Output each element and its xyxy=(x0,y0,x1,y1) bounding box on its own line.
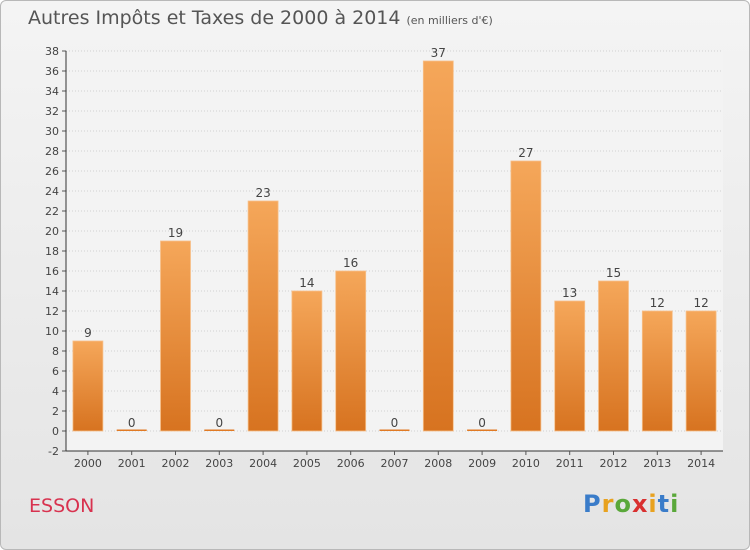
bar xyxy=(72,340,104,432)
y-tick-label: 30 xyxy=(45,125,59,138)
bar xyxy=(554,300,586,432)
chart-title: Autres Impôts et Taxes de 2000 à 2014 (en… xyxy=(28,7,493,29)
y-tick-label: 22 xyxy=(45,205,59,218)
bar xyxy=(291,290,323,432)
chart-unit: (en milliers d'€) xyxy=(406,14,493,27)
logo-letter: r xyxy=(601,490,615,518)
data-label: 23 xyxy=(255,186,270,200)
bar xyxy=(685,310,717,432)
x-tick-label: 2000 xyxy=(74,457,102,470)
y-tick-label: 20 xyxy=(45,225,59,238)
data-label: 0 xyxy=(478,416,486,430)
data-label: 19 xyxy=(168,226,183,240)
y-tick-label: 14 xyxy=(45,285,59,298)
x-tick-label: 2006 xyxy=(337,457,365,470)
proxiti-logo: Proxiti xyxy=(583,490,679,518)
logo-letter: i xyxy=(670,490,680,518)
bar xyxy=(510,160,542,432)
y-tick-label: -2 xyxy=(48,445,59,458)
data-label: 16 xyxy=(343,256,358,270)
x-tick-label: 2005 xyxy=(293,457,321,470)
y-tick-label: 26 xyxy=(45,165,59,178)
bar xyxy=(204,429,235,431)
y-tick-label: 34 xyxy=(45,85,59,98)
y-tick-label: 38 xyxy=(45,45,59,58)
bar xyxy=(422,60,454,432)
logo-letter: o xyxy=(614,490,632,518)
bar xyxy=(160,240,191,432)
data-label: 0 xyxy=(215,416,223,430)
logo-letter: i xyxy=(648,490,658,518)
y-tick-label: 12 xyxy=(45,305,59,318)
data-label: 14 xyxy=(299,276,314,290)
x-tick-label: 2002 xyxy=(162,457,190,470)
x-tick-label: 2003 xyxy=(205,457,233,470)
data-label: 27 xyxy=(518,146,533,160)
x-tick-label: 2008 xyxy=(424,457,452,470)
y-tick-label: 4 xyxy=(52,385,59,398)
data-label: 12 xyxy=(650,296,665,310)
y-tick-label: 16 xyxy=(45,265,59,278)
x-tick-label: 2009 xyxy=(468,457,496,470)
data-label: 37 xyxy=(431,46,446,60)
x-tick-label: 2012 xyxy=(600,457,628,470)
x-tick-label: 2010 xyxy=(512,457,540,470)
y-tick-label: 6 xyxy=(52,365,59,378)
y-tick-label: 32 xyxy=(45,105,59,118)
bar xyxy=(467,429,498,431)
bar xyxy=(116,429,147,431)
logo-letter: t xyxy=(657,490,671,518)
data-label: 15 xyxy=(606,266,621,280)
data-label: 12 xyxy=(693,296,708,310)
x-tick-label: 2001 xyxy=(118,457,146,470)
bar xyxy=(247,200,279,432)
data-label: 0 xyxy=(391,416,399,430)
logo-letter: x xyxy=(631,490,649,518)
y-tick-label: 18 xyxy=(45,245,59,258)
y-tick-label: 28 xyxy=(45,145,59,158)
data-label: 0 xyxy=(128,416,136,430)
x-tick-label: 2011 xyxy=(556,457,584,470)
y-tick-label: 2 xyxy=(52,405,59,418)
bar xyxy=(641,310,673,432)
y-tick-label: 8 xyxy=(52,345,59,358)
y-tick-label: 36 xyxy=(45,65,59,78)
y-tick-label: 10 xyxy=(45,325,59,338)
x-tick-label: 2014 xyxy=(687,457,715,470)
commune-name: ESSON xyxy=(29,495,95,517)
bar xyxy=(379,429,410,431)
y-tick-label: 24 xyxy=(45,185,59,198)
x-tick-label: 2013 xyxy=(643,457,671,470)
x-tick-label: 2004 xyxy=(249,457,277,470)
y-tick-label: 0 xyxy=(52,425,59,438)
logo-letter: P xyxy=(583,490,602,518)
bar xyxy=(598,280,629,432)
chart-title-text: Autres Impôts et Taxes de 2000 à 2014 xyxy=(28,7,401,29)
data-label: 13 xyxy=(562,286,577,300)
data-label: 9 xyxy=(84,326,92,340)
bar xyxy=(335,270,367,432)
x-tick-label: 2007 xyxy=(381,457,409,470)
